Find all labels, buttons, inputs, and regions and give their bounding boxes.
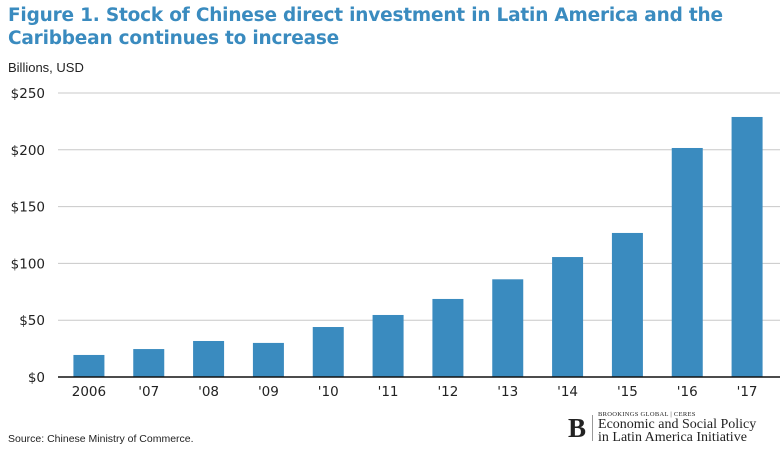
bar-'15 — [611, 232, 643, 377]
source-note: Source: Chinese Ministry of Commerce. — [8, 433, 194, 445]
bar-'08 — [193, 340, 225, 377]
x-tick-label: 2006 — [72, 384, 106, 400]
x-tick-label: '10 — [318, 384, 339, 400]
logo-mark: B — [568, 414, 594, 441]
bar-'17 — [731, 116, 763, 377]
x-tick-label: '14 — [557, 384, 578, 400]
brookings-logo: B BROOKINGS GLOBAL | CERES Economic and … — [568, 411, 757, 445]
x-tick-label: '16 — [677, 384, 698, 400]
x-tick-label: '08 — [198, 384, 219, 400]
bar-'12 — [432, 298, 464, 377]
x-tick-label: '07 — [138, 384, 159, 400]
y-tick-label: $200 — [11, 143, 45, 159]
chart-title: Figure 1. Stock of Chinese direct invest… — [8, 5, 723, 49]
x-tick-label: '11 — [378, 384, 399, 400]
y-tick-label: $0 — [28, 370, 45, 386]
bar-'14 — [552, 257, 584, 377]
bar-'16 — [671, 147, 703, 377]
y-tick-label: $100 — [11, 256, 45, 272]
y-tick-label: $50 — [19, 313, 45, 329]
x-tick-label: '12 — [437, 384, 458, 400]
bar-2006 — [73, 354, 105, 377]
bar-'07 — [133, 349, 165, 377]
bar-'13 — [492, 279, 524, 377]
x-tick-label: '09 — [258, 384, 279, 400]
x-tick-label: '15 — [617, 384, 638, 400]
bar-'11 — [372, 314, 404, 377]
y-axis-label: Billions, USD — [8, 60, 84, 75]
bar-'10 — [312, 327, 344, 377]
bar-'09 — [252, 342, 284, 377]
y-tick-label: $250 — [11, 86, 45, 102]
y-tick-label: $150 — [11, 200, 45, 216]
logo-small-text: BROOKINGS GLOBAL | CERES — [598, 411, 696, 418]
x-tick-label: '17 — [737, 384, 758, 400]
logo-line-2: in Latin America Initiative — [598, 430, 747, 445]
logo-line-1: Economic and Social Policy — [598, 417, 757, 432]
x-tick-label: '13 — [497, 384, 518, 400]
